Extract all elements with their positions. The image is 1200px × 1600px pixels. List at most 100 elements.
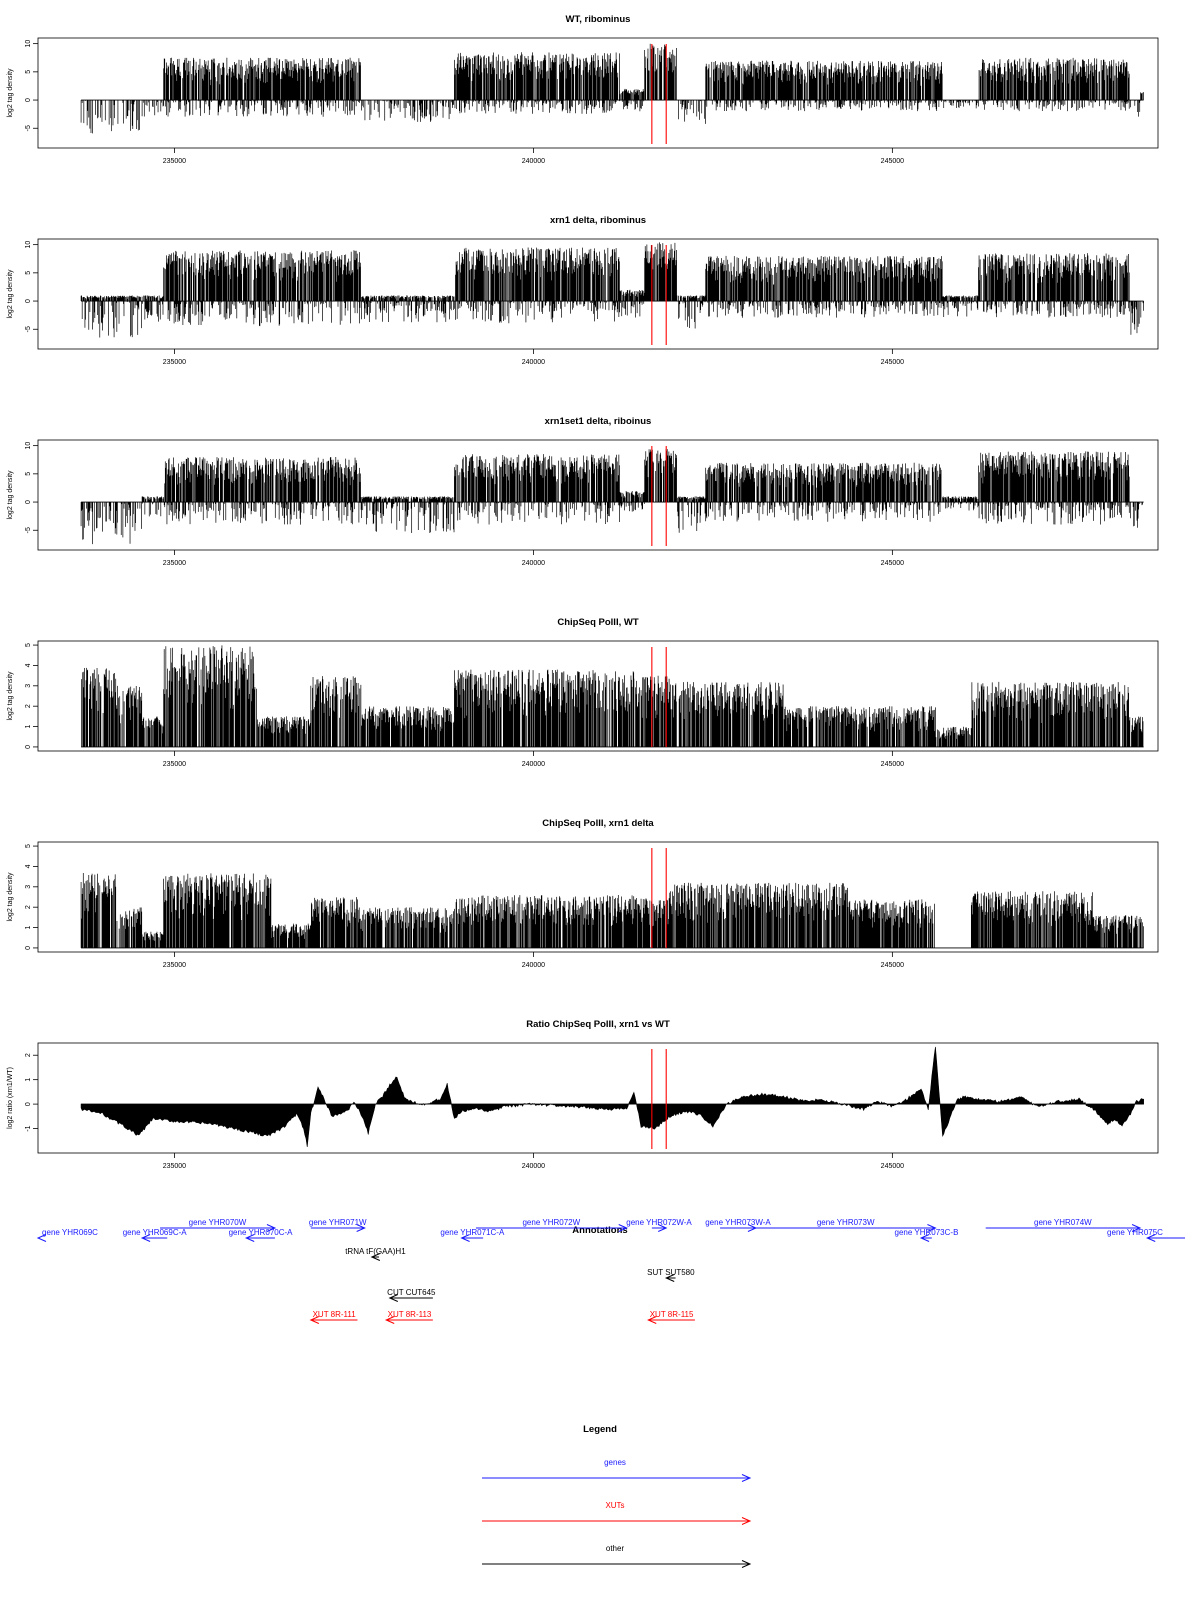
signal [80,448,1144,545]
signal [80,242,1144,338]
feature-gene: gene YHR069C [36,1228,98,1242]
feature-arrowhead [1131,1224,1142,1232]
feature-label: gene YHR069C-A [123,1228,188,1237]
track-2: xrn1set1 delta, riboinus -5 0 5 10 log2 tag d… [7,416,1159,567]
feature-label: XUT 8R-115 [650,1310,694,1319]
legend-entries: genes XUTs other [482,1458,752,1568]
feature-arrowhead [1145,1234,1156,1242]
x-tick-label: 240000 [522,158,545,165]
feature-label: gene YHR069C [42,1228,98,1237]
feature-arrowhead [36,1234,47,1242]
y-tick-label: 0 [25,299,32,303]
legend-label: genes [604,1458,626,1467]
plot-frame [37,1042,1159,1154]
track-1: xrn1 delta, ribominus -5 0 5 10 log2 tag dens… [7,215,1159,366]
signal-bars [80,448,1143,545]
legend-entry: genes [482,1458,752,1482]
x-axis: 235000 240000 245000 [163,952,904,969]
feature-label: gene YHR072W-A [626,1218,692,1227]
y-tick-label: 10 [25,241,32,249]
y-tick-label: -5 [25,527,32,533]
y-axis-label: log2 ratio (xrn1/WT) [7,1067,14,1129]
feature-xut: XUT 8R-113 [384,1310,433,1324]
y-axis: -5 0 5 10 [25,40,38,131]
y-tick-label: 4 [25,864,32,868]
legend-panel: Legend genes XUTs other [482,1424,752,1568]
feature-arrowhead [384,1316,395,1324]
feature-xut: XUT 8R-115 [647,1310,695,1324]
y-axis-label: log2 tag density [7,269,14,319]
feature-gene: gene YHR075C [1107,1228,1185,1242]
legend-entry: other [482,1544,752,1568]
feature-arrowhead [647,1316,657,1324]
signal-bars [80,873,1144,948]
signal [81,645,1144,748]
y-tick-label: 0 [25,500,32,504]
feature-arrowhead [266,1224,277,1232]
plot-frame [37,439,1159,551]
ratio-area [80,1046,1144,1147]
x-tick-label: 240000 [522,761,545,768]
feature-label: gene YHR071W [309,1218,367,1227]
feature-other: CUT CUT645 [387,1288,436,1302]
legend-arrowhead [741,1560,752,1568]
signal-bars [81,645,1144,747]
feature-label: gene YHR071C-A [440,1228,505,1237]
legend-label: XUTs [605,1501,624,1510]
track-title: WT, ribominus [566,14,631,25]
feature-xut: XUT 8R-111 [309,1310,358,1324]
feature-arrowhead [244,1234,255,1242]
y-tick-label: 3 [25,684,32,688]
plot-frame [37,238,1159,350]
legend-arrowhead [741,1517,752,1525]
y-axis: -5 0 5 10 [25,442,38,533]
x-tick-label: 240000 [522,1163,545,1170]
x-tick-label: 235000 [163,560,186,567]
y-tick-label: 5 [25,643,32,647]
y-axis: -1 0 1 2 [25,1053,38,1132]
y-tick-label: 5 [25,70,32,74]
feature-arrowhead [919,1234,930,1242]
feature-gene: gene YHR072W [475,1218,628,1232]
y-tick-label: 3 [25,885,32,889]
feature-label: XUT 8R-111 [313,1310,357,1319]
feature-arrowhead [370,1253,381,1261]
feature-arrowhead [664,1274,675,1282]
feature-label: gene YHR072W [522,1218,580,1227]
x-tick-label: 235000 [163,761,186,768]
x-axis: 235000 240000 245000 [163,751,904,768]
x-tick-label: 235000 [163,1163,186,1170]
plot-frame [37,640,1159,752]
feature-arrowhead [927,1224,937,1232]
y-tick-label: 5 [25,472,32,476]
feature-arrowhead [658,1224,668,1232]
y-tick-label: 0 [25,98,32,102]
feature-arrowhead [356,1224,366,1232]
signal [80,873,1144,949]
y-tick-label: 1 [25,926,32,930]
x-tick-label: 245000 [881,560,904,567]
feature-gene: gene YHR071C-A [440,1228,505,1242]
legend-label: other [606,1544,625,1553]
y-tick-label: -5 [25,125,32,131]
feature-gene: gene YHR073C-B [895,1228,958,1242]
x-tick-label: 240000 [522,962,545,969]
feature-other: tRNA tF(GAA)H1 [345,1247,406,1261]
feature-gene: gene YHR069C-A [123,1228,188,1242]
track-title: Ratio ChipSeq PolII, xrn1 vs WT [526,1019,670,1030]
feature-arrowhead [460,1234,470,1242]
x-tick-label: 240000 [522,359,545,366]
annotations-panel: Annotations gene YHR069C gene YHR069C-Age… [36,1218,1185,1324]
plot-frame [37,841,1159,953]
y-tick-label: 10 [25,442,32,450]
feature-gene: gene YHR070W [160,1218,277,1232]
track-5: Ratio ChipSeq PolII, xrn1 vs WT -1 0 1 2 log2… [7,1019,1159,1170]
y-axis: 0 1 2 3 4 5 [25,844,38,950]
feature-label: CUT CUT645 [387,1288,436,1297]
feature-gene: gene YHR070C-A [229,1228,293,1242]
y-tick-label: 10 [25,40,32,48]
y-axis-label: log2 tag density [7,872,14,922]
feature-gene: gene YHR073W-A [705,1218,771,1232]
